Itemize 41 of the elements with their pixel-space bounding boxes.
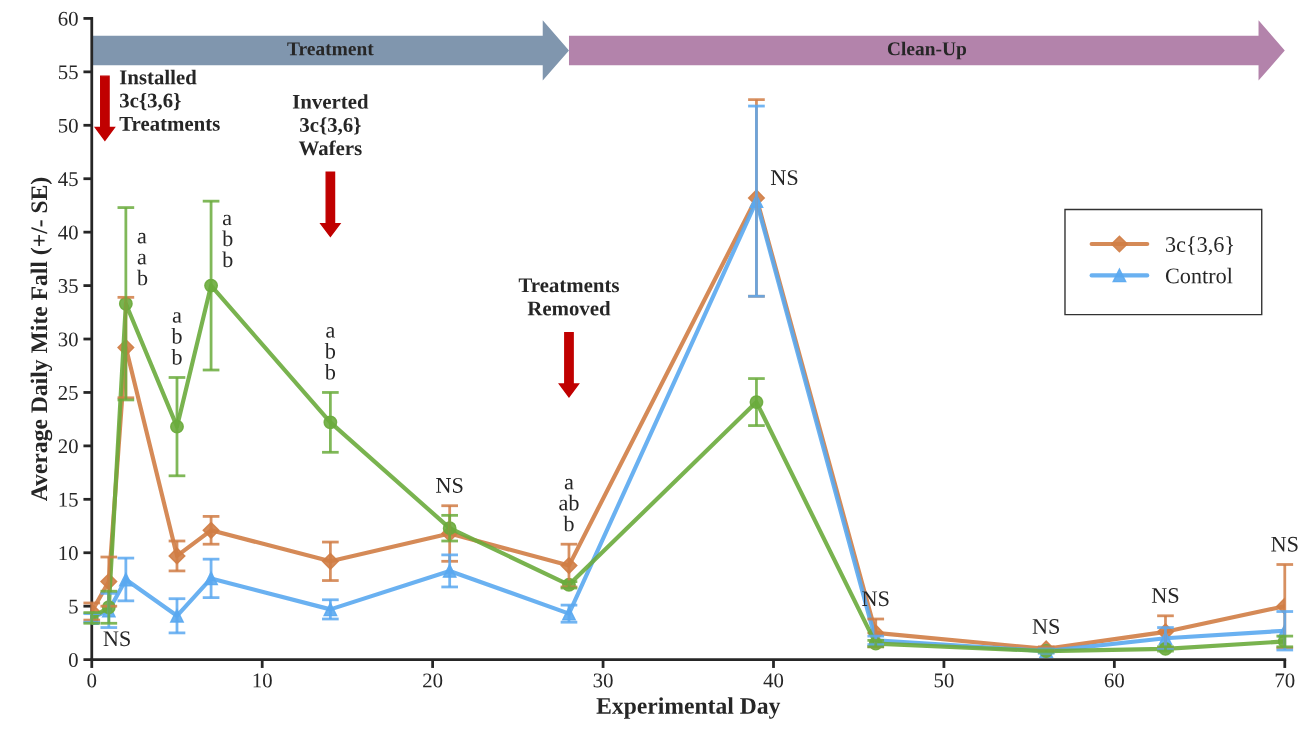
x-tick-label: 0	[87, 673, 97, 688]
annotation: a b b	[222, 214, 233, 268]
y-tick-label: 35	[58, 279, 78, 294]
x-tick-label: 60	[1104, 673, 1124, 688]
y-tick-label: 55	[58, 65, 78, 80]
x-tick-label: 10	[253, 673, 272, 688]
y-tick-label: 60	[58, 11, 78, 26]
y-tick-label: 45	[58, 172, 78, 187]
annotation: Clean-Up	[887, 41, 967, 60]
x-tick-label: 50	[934, 673, 954, 688]
annotation: NS	[436, 477, 463, 493]
annotation: Treatments Removed	[518, 278, 619, 316]
x-tick-label: 30	[593, 673, 613, 688]
annotation: NS	[1032, 619, 1060, 634]
annotation: NS	[1271, 536, 1298, 552]
x-tick-label: 20	[423, 673, 443, 688]
annotation: a a b	[136, 232, 148, 286]
x-axis-title: Experimental Day	[596, 697, 781, 719]
annotation: NS	[1151, 588, 1179, 603]
y-tick-label: 5	[69, 599, 78, 614]
legend-label: 3c{3,6}	[1166, 236, 1234, 256]
y-tick-label: 20	[58, 439, 78, 454]
y-tick-label: 40	[58, 225, 78, 240]
annotation: Installed 3c{3,6} Treatments	[119, 69, 220, 131]
annotation: a b b	[324, 327, 336, 380]
x-tick-label: 40	[763, 673, 784, 688]
y-tick-label: 0	[68, 652, 78, 668]
y-axis-title: Average Daily Mite Fall (+/- SE)	[30, 177, 53, 502]
annotation: Treatment	[287, 42, 374, 56]
annotation: NS	[770, 170, 798, 186]
annotation: NS	[103, 631, 130, 647]
y-tick-label: 25	[58, 385, 78, 400]
y-tick-label: 10	[59, 546, 78, 561]
legend-label: Control	[1165, 267, 1233, 284]
y-tick-label: 30	[58, 332, 78, 347]
annotation: a b b	[171, 312, 182, 365]
x-tick-label: 70	[1275, 673, 1295, 688]
annotation: Inverted 3c{3,6} Wafers	[292, 94, 369, 156]
y-tick-label: 50	[58, 118, 78, 133]
annotation: a ab b	[559, 478, 579, 532]
y-tick-label: 15	[59, 492, 78, 507]
